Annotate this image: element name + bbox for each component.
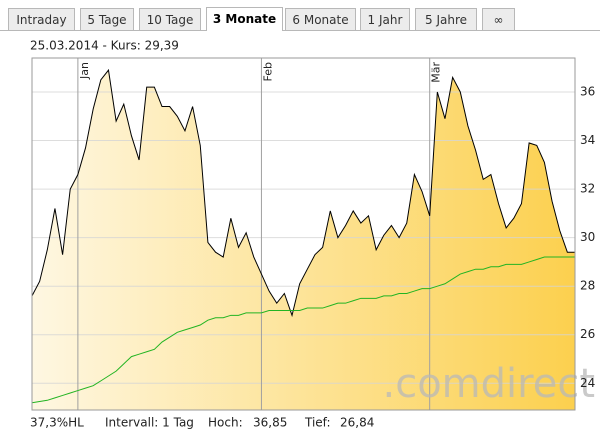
y-tick-label: 32 <box>580 182 595 196</box>
y-tick-label: 26 <box>580 327 595 341</box>
y-tick-label: 24 <box>580 376 595 390</box>
price-area <box>32 70 575 410</box>
footer-text: 37,3%HL <box>30 416 84 430</box>
tab[interactable]: 6 Monate <box>285 8 356 30</box>
tab[interactable]: ∞ <box>482 8 515 30</box>
month-label: Mär <box>430 62 443 83</box>
month-label: Jan <box>78 62 91 80</box>
tab[interactable]: 10 Tage <box>139 8 201 30</box>
tab[interactable]: 5 Tage <box>80 8 134 30</box>
tab[interactable]: 1 Jahr <box>360 8 410 30</box>
month-label: Feb <box>261 62 274 81</box>
tab[interactable]: 3 Monate <box>206 7 283 31</box>
footer-text: Tief: <box>304 416 331 430</box>
footer-text: 36,85 <box>253 416 287 430</box>
average-line <box>31 256 575 404</box>
plot-frame <box>31 57 576 411</box>
tab-bar: Intraday 5 Tage 10 Tage 3 Monate 6 Monate 1 J… <box>0 0 600 31</box>
chart-subtitle: 25.03.2014 - Kurs: 29,39 <box>30 39 179 53</box>
y-tick-label: 36 <box>580 84 595 98</box>
tab[interactable]: 5 Jahre <box>415 8 477 30</box>
watermark: .comdirect <box>383 361 596 407</box>
tab[interactable]: Intraday <box>8 8 75 30</box>
y-tick-label: 34 <box>580 133 595 147</box>
price-line <box>31 68 575 318</box>
footer-text: Intervall: 1 Tag <box>105 416 194 430</box>
y-tick-label: 30 <box>580 230 595 244</box>
footer-text: 26,84 <box>340 416 374 430</box>
y-tick-label: 28 <box>580 279 595 293</box>
footer-text: Hoch: <box>208 416 243 430</box>
